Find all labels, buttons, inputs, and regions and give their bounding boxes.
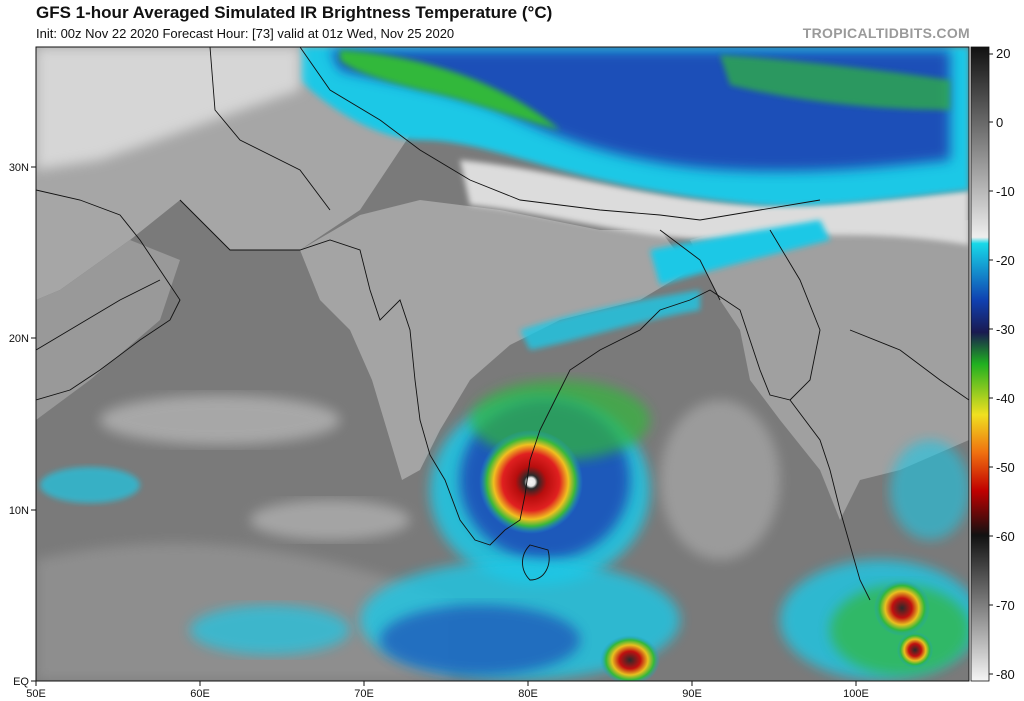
land-region-india [300, 200, 690, 480]
lon-label: 60E [190, 688, 210, 700]
colorbar-label: -80 [996, 667, 1015, 682]
colorbar-label: -20 [996, 253, 1015, 268]
lat-label: 20N [9, 333, 29, 345]
lon-labels: 50E 60E 70E 80E 90E 100E [26, 688, 869, 700]
colorbar-label: -60 [996, 529, 1015, 544]
map-frame [35, 46, 970, 682]
convective-cell-malaysia [874, 580, 930, 636]
chart-title: GFS 1-hour Averaged Simulated IR Brightn… [36, 3, 553, 22]
lat-label: 30N [9, 162, 29, 174]
lon-label: 70E [354, 688, 374, 700]
colorbar-label: 20 [996, 46, 1010, 61]
cyclone-core [479, 430, 583, 534]
colorbar-label: -70 [996, 598, 1015, 613]
colorbar-label: -30 [996, 322, 1015, 337]
colorbar-label: -50 [996, 460, 1015, 475]
lon-label: 100E [843, 688, 869, 700]
colorbar-ticks [989, 53, 993, 675]
coastlines [36, 47, 969, 601]
colorbar-label: -10 [996, 184, 1015, 199]
lon-label: 80E [518, 688, 538, 700]
lon-label: 90E [682, 688, 702, 700]
source-watermark: TROPICALTIDBITS.COM [802, 25, 970, 41]
lat-ticks [31, 166, 36, 682]
colorbar [970, 46, 990, 682]
lon-ticks [35, 681, 857, 686]
chart-subtitle: Init: 00z Nov 22 2020 Forecast Hour: [73… [36, 26, 455, 41]
lat-label: EQ [13, 676, 29, 688]
colorbar-label: 0 [996, 115, 1003, 130]
lon-label: 50E [26, 688, 46, 700]
lat-labels: 30N 20N 10N EQ [9, 162, 30, 688]
colorbar-labels: 20 0 -10 -20 -30 -40 -50 -60 -70 -80 [996, 46, 1015, 682]
land-region-seasia [690, 220, 969, 520]
colorbar-label: -40 [996, 391, 1015, 406]
lat-label: 10N [9, 505, 29, 517]
